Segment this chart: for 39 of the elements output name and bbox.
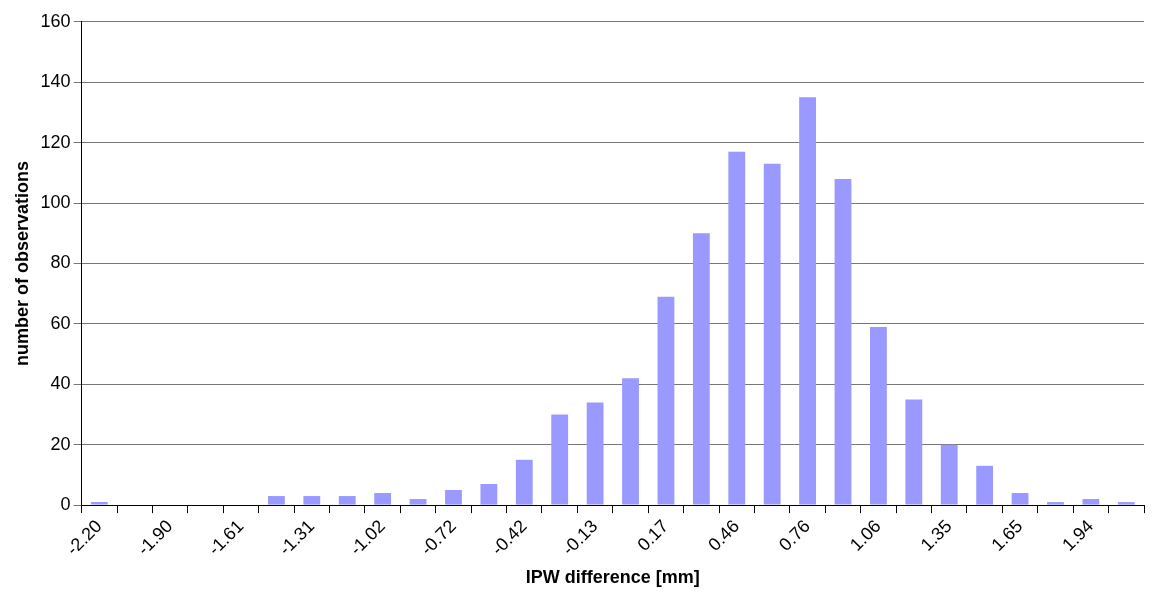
- bar: [870, 326, 887, 505]
- y-axis-title: number of observations: [11, 160, 32, 366]
- bar: [799, 97, 816, 505]
- bar: [1047, 502, 1064, 505]
- bar: [338, 496, 356, 505]
- y-tick-label: 40: [50, 373, 71, 394]
- x-tick-label: 0.46: [704, 515, 744, 555]
- bar: [976, 465, 994, 505]
- bar: [763, 163, 781, 505]
- bar: [551, 414, 569, 505]
- bar: [409, 499, 427, 505]
- bar: [657, 296, 675, 505]
- bar: [692, 233, 710, 505]
- bar: [728, 151, 746, 505]
- bar: [515, 459, 533, 505]
- x-axis-title: IPW difference [mm]: [525, 567, 700, 588]
- y-tick-label: 0: [60, 494, 71, 515]
- y-tick-label: 60: [50, 312, 71, 333]
- bar: [586, 402, 604, 505]
- bar: [303, 496, 321, 505]
- bar: [1011, 493, 1029, 505]
- bar: [834, 178, 852, 505]
- y-tick-label: 140: [40, 71, 71, 92]
- x-tick-label: 0.76: [775, 515, 814, 555]
- bar: [445, 490, 462, 505]
- bar: [374, 493, 392, 505]
- y-tick-label: 20: [50, 433, 71, 454]
- bar: [622, 378, 639, 505]
- bar: [1082, 499, 1100, 505]
- y-tick-label: 80: [50, 252, 71, 273]
- bar: [90, 502, 108, 505]
- bar: [267, 496, 285, 505]
- bar: [1117, 502, 1135, 505]
- y-tick-label: 120: [40, 131, 71, 152]
- bar: [905, 399, 923, 505]
- bar: [940, 444, 958, 505]
- bar: [480, 483, 498, 505]
- y-tick-label: 160: [40, 10, 71, 31]
- y-tick-label: 100: [40, 192, 71, 213]
